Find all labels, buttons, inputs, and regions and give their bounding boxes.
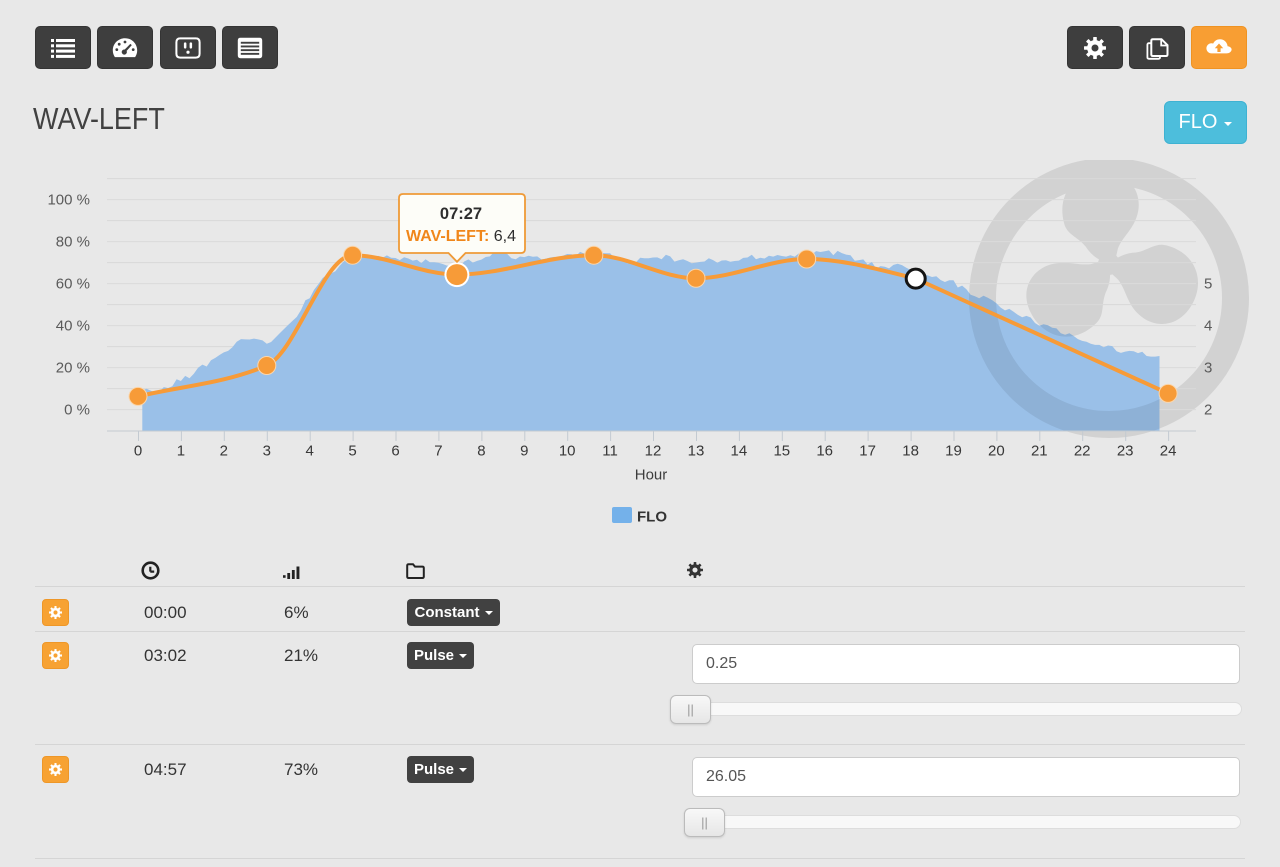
- svg-text:20: 20: [988, 443, 1005, 460]
- svg-text:7: 7: [434, 443, 442, 460]
- svg-text:07:27: 07:27: [440, 205, 482, 223]
- svg-text:3: 3: [263, 443, 271, 460]
- svg-text:19: 19: [945, 443, 962, 460]
- svg-text:0: 0: [134, 443, 142, 460]
- svg-text:20 %: 20 %: [56, 360, 90, 377]
- svg-text:2: 2: [1204, 402, 1212, 419]
- svg-text:80 %: 80 %: [56, 234, 90, 251]
- svg-text:14: 14: [731, 443, 748, 460]
- svg-text:12: 12: [645, 443, 662, 460]
- svg-text:15: 15: [773, 443, 790, 460]
- svg-text:17: 17: [859, 443, 876, 460]
- svg-text:18: 18: [902, 443, 919, 460]
- svg-text:4: 4: [306, 443, 314, 460]
- svg-text:60 %: 60 %: [56, 276, 90, 293]
- svg-text:23: 23: [1117, 443, 1134, 460]
- svg-text:1: 1: [177, 443, 185, 460]
- svg-text:5: 5: [348, 443, 356, 460]
- svg-text:13: 13: [688, 443, 705, 460]
- svg-text:21: 21: [1031, 443, 1048, 460]
- svg-text:3: 3: [1204, 360, 1212, 377]
- svg-text:9: 9: [520, 443, 528, 460]
- svg-text:Hour: Hour: [635, 467, 668, 484]
- svg-text:40 %: 40 %: [56, 318, 90, 335]
- svg-text:FLO: FLO: [637, 509, 667, 526]
- svg-text:2: 2: [220, 443, 228, 460]
- svg-text:5: 5: [1204, 276, 1212, 293]
- svg-text:WAV-LEFT: 6,4: WAV-LEFT: 6,4: [406, 228, 516, 245]
- svg-text:16: 16: [816, 443, 833, 460]
- svg-text:22: 22: [1074, 443, 1091, 460]
- svg-text:10: 10: [559, 443, 576, 460]
- svg-text:8: 8: [477, 443, 485, 460]
- svg-text:0 %: 0 %: [64, 402, 90, 419]
- svg-text:24: 24: [1160, 443, 1177, 460]
- svg-text:11: 11: [602, 443, 618, 460]
- svg-text:4: 4: [1204, 318, 1212, 335]
- svg-text:100 %: 100 %: [47, 192, 90, 209]
- svg-text:6: 6: [391, 443, 399, 460]
